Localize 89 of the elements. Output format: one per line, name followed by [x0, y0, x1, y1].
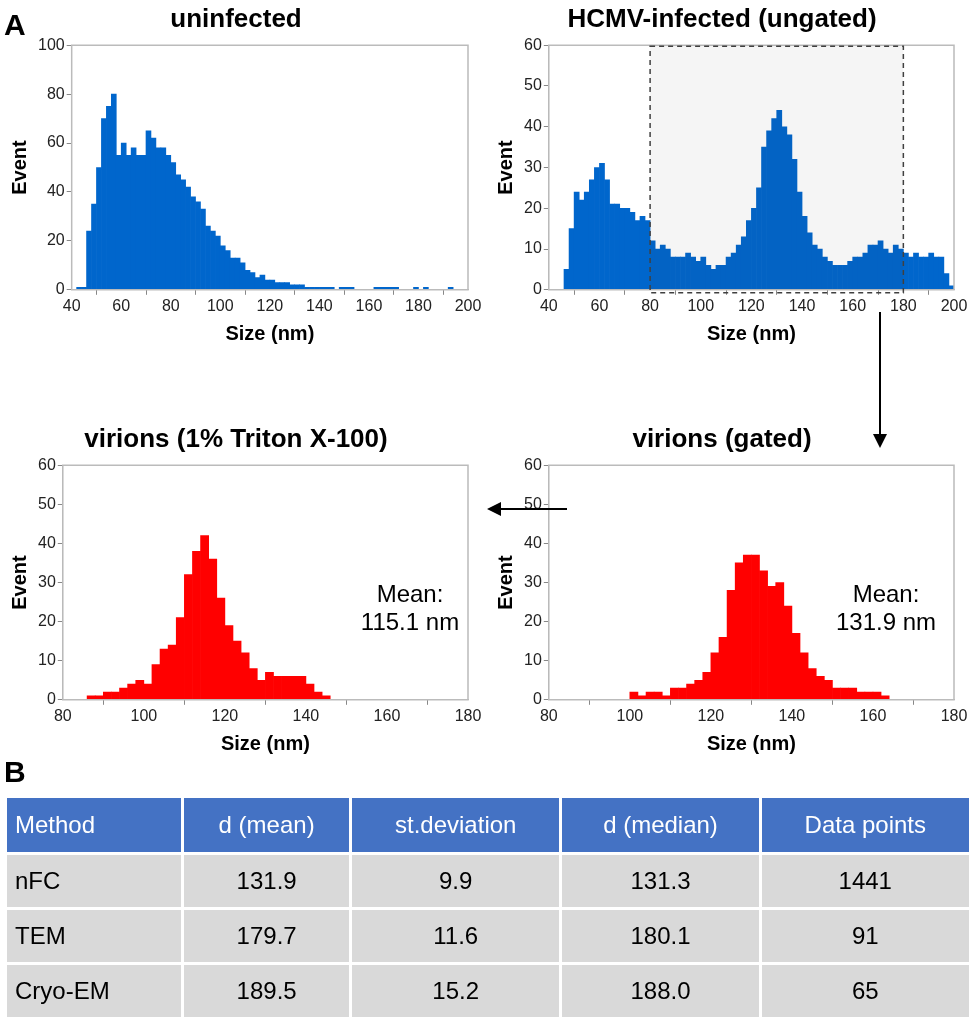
x-tick-label: 120 [211, 706, 239, 724]
chart-title: virions (1% Triton X-100) [84, 422, 388, 453]
x-tick-label: 200 [940, 296, 968, 314]
x-tick-label: 160 [859, 706, 887, 724]
category-label: TEM [7, 910, 182, 962]
y-tick-label: 60 [524, 455, 542, 473]
x-axis-title: Size (nm) [225, 321, 315, 344]
series-label: d (median) [562, 798, 759, 852]
data-label: 1441 [761, 855, 969, 907]
x-tick-label: 180 [890, 296, 917, 314]
y-tick-label: 40 [524, 117, 542, 135]
x-tick-label: 40 [62, 296, 81, 314]
chart-title: uninfected [170, 2, 302, 33]
y-axis-title: Event [493, 554, 516, 610]
y-tick-label: 20 [38, 612, 56, 630]
y-tick-label: 50 [524, 76, 542, 94]
y-tick-label: 40 [46, 182, 65, 200]
x-tick-label: 60 [112, 296, 131, 314]
x-tick-label: 140 [306, 296, 333, 314]
x-tick-label: 80 [161, 296, 180, 314]
x-tick-label: 60 [590, 296, 609, 314]
x-tick-label: 100 [687, 296, 715, 314]
series-label: d (mean) [184, 798, 350, 852]
text: Method [7, 798, 182, 852]
y-tick-label: 60 [46, 133, 65, 151]
data-label: 180.1 [562, 910, 759, 962]
data-label: 91 [761, 910, 969, 962]
data-label: 131.9 [184, 855, 350, 907]
x-tick-label: 160 [839, 296, 867, 314]
chart-title: HCMV-infected (ungated) [567, 2, 877, 33]
series-label: Data points [761, 798, 969, 852]
x-tick-label: 180 [405, 296, 432, 314]
chart-title: virions (gated) [632, 422, 812, 453]
y-tick-label: 30 [524, 157, 542, 175]
x-tick-label: 160 [373, 706, 401, 724]
y-tick-label: 10 [524, 239, 542, 257]
y-tick-label: 10 [524, 651, 542, 669]
y-tick-label: 60 [524, 35, 542, 53]
y-tick-label: 80 [46, 84, 65, 102]
y-tick-label: 30 [38, 572, 56, 590]
x-tick-label: 100 [206, 296, 234, 314]
category-label: nFC [7, 855, 182, 907]
category-label: Cryo-EM [7, 965, 182, 1017]
x-tick-label: 180 [454, 706, 482, 724]
x-tick-label: 100 [616, 706, 644, 724]
annotation: Mean: 115.1 nm [359, 580, 461, 636]
y-tick-label: 10 [38, 651, 56, 669]
y-axis-title: Event [7, 139, 30, 195]
y-tick-label: 20 [524, 198, 542, 216]
x-tick-label: 140 [292, 706, 320, 724]
y-axis-title: Event [7, 554, 30, 610]
data-label: 9.9 [352, 855, 560, 907]
series-label: st.deviation [352, 798, 560, 852]
data-label: 189.5 [184, 965, 350, 1017]
x-tick-label: 80 [641, 296, 660, 314]
x-axis-title: Size (nm) [706, 731, 796, 754]
x-tick-label: 160 [355, 296, 383, 314]
x-axis-title: Size (nm) [220, 731, 310, 754]
y-tick-label: 60 [38, 455, 56, 473]
x-tick-label: 120 [738, 296, 765, 314]
y-tick-label: 50 [38, 494, 56, 512]
annotation: Mean: 131.9 nm [834, 580, 938, 636]
y-tick-label: 100 [37, 35, 65, 53]
text: B [4, 755, 27, 789]
y-tick-label: 20 [524, 612, 542, 630]
x-tick-label: 180 [940, 706, 968, 724]
x-tick-label: 100 [130, 706, 158, 724]
y-tick-label: 30 [524, 572, 542, 590]
data-label: 11.6 [352, 910, 560, 962]
x-tick-label: 140 [788, 296, 816, 314]
y-tick-label: 0 [46, 690, 56, 708]
text: A [4, 8, 26, 42]
x-tick-label: 120 [256, 296, 284, 314]
data-label: 15.2 [352, 965, 560, 1017]
y-tick-label: 0 [532, 690, 542, 708]
data-label: 131.3 [562, 855, 759, 907]
y-tick-label: 40 [524, 533, 542, 551]
data-label: 188.0 [562, 965, 759, 1017]
y-tick-label: 20 [46, 231, 65, 249]
y-axis-title: Event [493, 139, 516, 195]
data-label: 179.7 [184, 910, 350, 962]
x-tick-label: 200 [454, 296, 482, 314]
data-label: 65 [761, 965, 969, 1017]
x-tick-label: 120 [697, 706, 725, 724]
y-tick-label: 0 [532, 280, 542, 298]
x-axis-title: Size (nm) [706, 321, 796, 344]
y-tick-label: 40 [38, 533, 56, 551]
y-tick-label: 0 [55, 280, 65, 298]
x-tick-label: 140 [778, 706, 806, 724]
